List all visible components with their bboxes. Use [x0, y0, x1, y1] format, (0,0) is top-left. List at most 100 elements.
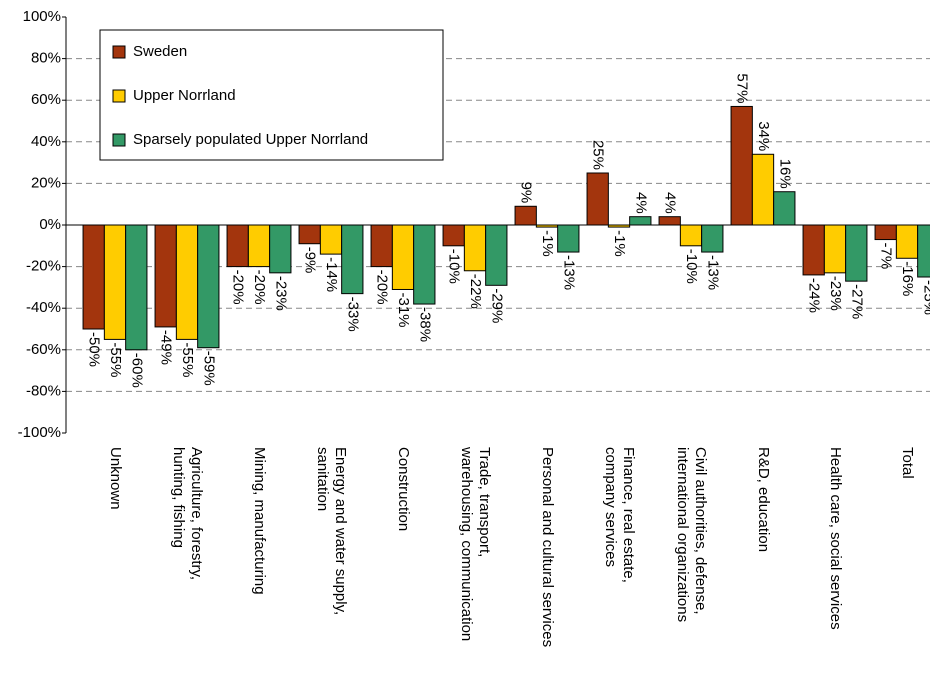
bar — [679, 224, 703, 247]
data-label: 16% — [776, 159, 793, 189]
bar — [154, 224, 177, 328]
x-tick-label: Energy and water supply,sanitation — [314, 447, 349, 615]
data-label: 34% — [755, 121, 772, 151]
data-label: -1% — [611, 230, 628, 257]
x-tick-label: Agriculture, forestry,hunting, fishing — [170, 447, 205, 580]
data-label: -20% — [251, 270, 268, 305]
data-label: -25% — [920, 280, 930, 315]
bar — [391, 224, 415, 290]
data-label: 57% — [734, 73, 751, 103]
data-label: -10% — [683, 249, 700, 284]
bar — [730, 105, 753, 226]
data-label: -33% — [344, 297, 361, 332]
data-label: -24% — [806, 278, 823, 313]
bar — [586, 172, 609, 226]
bar — [658, 216, 681, 226]
x-tick-label: Health care, social services — [827, 447, 844, 630]
data-label: -55% — [179, 342, 196, 377]
data-label: 4% — [662, 192, 679, 214]
bar — [413, 224, 436, 305]
bar — [751, 153, 775, 226]
x-tick-label: Civil authorities, defense,international… — [674, 447, 709, 622]
bar — [917, 224, 930, 278]
bar — [514, 205, 537, 226]
data-label: -29% — [488, 288, 505, 323]
data-label: -31% — [395, 292, 412, 327]
x-tick-label: Finance, real estate,company services — [602, 447, 637, 583]
legend-swatch — [112, 89, 126, 103]
bar — [82, 224, 105, 330]
bar — [341, 224, 364, 295]
data-label: -10% — [446, 249, 463, 284]
data-label: 25% — [590, 140, 607, 170]
x-tick-label: Unknown — [107, 447, 124, 510]
y-tick-label: -60% — [26, 341, 61, 358]
data-label: 4% — [632, 192, 649, 214]
data-label: -7% — [878, 243, 895, 270]
legend-label: Sparsely populated Upper Norrland — [133, 131, 368, 148]
data-label: -20% — [230, 270, 247, 305]
bar — [535, 224, 559, 228]
data-label: -59% — [200, 351, 217, 386]
bar — [823, 224, 847, 274]
bar — [175, 224, 199, 340]
plot: -100% -80% -60% -40% -20% 0% 20% 40% 60% 80% 100% U… — [18, 8, 930, 647]
x-tick-label: R&D, education — [755, 447, 772, 552]
bar — [629, 216, 652, 226]
y-tick-label: 80% — [31, 50, 61, 67]
y-tick-label: 40% — [31, 133, 61, 150]
y-tick-label: 0% — [39, 216, 61, 233]
bar — [802, 224, 825, 276]
data-label: -9% — [302, 247, 319, 274]
data-label: -50% — [86, 332, 103, 367]
data-label: -38% — [416, 307, 433, 342]
data-label: -49% — [158, 330, 175, 365]
data-label: -13% — [560, 255, 577, 290]
legend: Sweden Upper Norrland Sparsely populated U… — [99, 29, 444, 161]
data-label: -60% — [128, 353, 145, 388]
data-label: -27% — [848, 284, 865, 319]
y-tick-label: 60% — [31, 91, 61, 108]
y-tick-label: -40% — [26, 299, 61, 316]
bar — [845, 224, 868, 282]
x-tick-label: Mining, manufacturing — [251, 447, 268, 595]
data-label: -23% — [272, 276, 289, 311]
bar — [895, 224, 919, 259]
bar — [269, 224, 292, 274]
y-tick-label: -100% — [18, 424, 61, 441]
bar — [226, 224, 249, 268]
bar — [557, 224, 580, 253]
y-tick-label: 20% — [31, 174, 61, 191]
bar — [442, 224, 465, 247]
x-tick-label: Personal and cultural services — [539, 447, 556, 647]
data-label: -23% — [827, 276, 844, 311]
y-tick-label: -20% — [26, 258, 61, 275]
data-label: -22% — [467, 274, 484, 309]
legend-label: Sweden — [133, 43, 187, 60]
bar — [103, 224, 127, 340]
data-label: -20% — [374, 270, 391, 305]
bar — [247, 224, 271, 268]
bar — [874, 224, 897, 241]
bar — [298, 224, 321, 245]
bar — [319, 224, 343, 255]
data-label: -55% — [107, 342, 124, 377]
data-label: -13% — [704, 255, 721, 290]
data-label: -1% — [539, 230, 556, 257]
legend-swatch — [112, 133, 126, 147]
legend-swatch — [112, 45, 126, 59]
y-tick-label: -80% — [26, 382, 61, 399]
x-tick-label: Trade, transport,warehousing, communicat… — [458, 446, 493, 641]
data-label: 9% — [518, 182, 535, 204]
legend-label: Upper Norrland — [133, 87, 236, 104]
data-label: -16% — [899, 261, 916, 296]
x-tick-label: Total — [899, 447, 916, 479]
bar — [773, 191, 796, 226]
legend-box — [99, 29, 444, 161]
bar — [701, 224, 724, 253]
bar — [197, 224, 220, 349]
y-tick-label: 100% — [23, 8, 61, 25]
bar — [463, 224, 487, 272]
bar — [607, 224, 631, 228]
